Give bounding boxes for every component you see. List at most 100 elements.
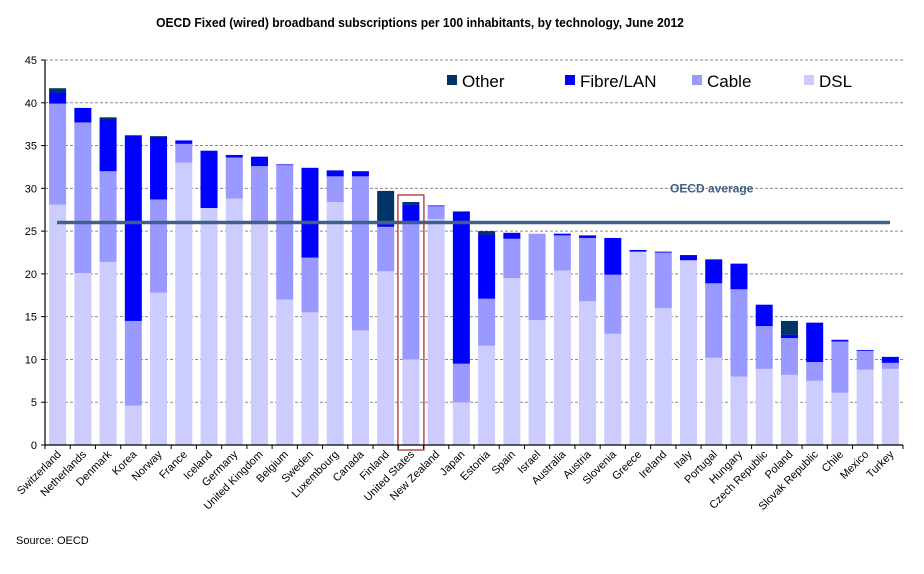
bar-other-segment <box>377 190 395 225</box>
bar-fibre-lan-segment <box>730 263 748 290</box>
y-tick-label: 20 <box>25 269 37 281</box>
bar-cable-segment <box>503 238 521 279</box>
y-tick-label: 15 <box>25 312 37 324</box>
bar-cable-segment <box>427 206 445 220</box>
legend-swatch <box>447 75 457 85</box>
bar-dsl-segment <box>452 402 470 445</box>
bar-dsl-segment <box>780 374 798 445</box>
bar-dsl-segment <box>730 376 748 445</box>
bar-cable-segment <box>351 176 369 331</box>
y-tick-label: 45 <box>25 55 37 67</box>
bar-dsl-segment <box>326 202 344 445</box>
bar-cable-segment <box>604 274 622 334</box>
bar-cable-segment <box>99 171 117 262</box>
bars <box>49 88 899 445</box>
bar-other-segment <box>478 231 496 235</box>
bar-cable-segment <box>276 165 294 300</box>
bar-cable-segment <box>856 350 874 370</box>
bar-dsl-segment <box>377 271 395 445</box>
bar-fibre-lan-segment <box>402 204 420 222</box>
legend-label: DSL <box>819 72 852 91</box>
legend-swatch <box>692 75 702 85</box>
bar-fibre-lan-segment <box>225 154 243 158</box>
bar-fibre-lan-segment <box>251 156 268 167</box>
bar-cable-segment <box>755 326 773 369</box>
bar-dsl-segment <box>276 299 294 445</box>
y-tick-label: 40 <box>25 98 37 110</box>
bar-dsl-segment <box>806 380 824 445</box>
y-tick-label: 30 <box>25 183 37 195</box>
bar-fibre-lan-segment <box>629 249 647 252</box>
bar-dsl-segment <box>553 270 571 445</box>
bar-dsl-segment <box>225 198 243 445</box>
bar-fibre-lan-segment <box>301 167 319 258</box>
legend-label: Cable <box>707 72 751 91</box>
bar-fibre-lan-segment <box>49 92 67 104</box>
bar-dsl-segment <box>427 219 445 445</box>
bar-fibre-lan-segment <box>579 235 597 238</box>
bar-fibre-lan-segment <box>881 356 899 363</box>
bar-cable-segment <box>150 199 168 293</box>
bar-cable-segment <box>377 226 395 272</box>
bar-dsl-segment <box>528 320 546 445</box>
bar-cable-segment <box>528 233 546 321</box>
bar-fibre-lan-segment <box>705 259 723 284</box>
bar-cable-segment <box>301 257 319 313</box>
bar-cable-segment <box>49 103 67 205</box>
bar-fibre-lan-segment <box>351 171 369 177</box>
bar-fibre-lan-segment <box>780 334 798 339</box>
y-tick-labels: 0 5 10 15 20 25 30 35 40 45 <box>25 55 37 452</box>
bar-cable-segment <box>654 252 672 309</box>
x-tick-label: Mexico <box>838 449 871 482</box>
bar-dsl-segment <box>478 345 496 445</box>
bar-dsl-segment <box>74 273 92 445</box>
bar-fibre-lan-segment <box>99 119 117 172</box>
bar-cable-segment <box>730 289 748 377</box>
bar-fibre-lan-segment <box>427 205 445 207</box>
bar-cable-segment <box>881 362 899 369</box>
bar-dsl-segment <box>579 301 597 445</box>
bar-dsl-segment <box>755 368 773 445</box>
bar-cable-segment <box>831 341 849 393</box>
bar-cable-segment <box>478 298 496 346</box>
bar-dsl-segment <box>150 292 168 445</box>
bar-dsl-segment <box>856 369 874 445</box>
source-note: Source: OECD <box>16 535 89 547</box>
bar-fibre-lan-segment <box>124 135 142 321</box>
legend-label: Other <box>462 72 505 91</box>
bar-fibre-lan-segment <box>452 211 470 364</box>
bar-other-segment <box>150 136 168 137</box>
bar-dsl-segment <box>629 251 647 445</box>
bar-cable-segment <box>326 176 344 203</box>
chart-title: OECD Fixed (wired) broadband subscriptio… <box>156 15 684 30</box>
bar-cable-segment <box>705 283 723 358</box>
bar-cable-segment <box>553 235 571 271</box>
x-tick-label: Turkey <box>865 448 897 480</box>
bar-fibre-lan-segment <box>200 150 218 209</box>
bar-dsl-segment <box>705 357 723 445</box>
bar-cable-segment <box>225 157 243 199</box>
legend-label: Fibre/LAN <box>580 72 657 91</box>
bar-dsl-segment <box>175 162 193 445</box>
gridlines <box>45 59 903 403</box>
bar-fibre-lan-segment <box>553 233 571 236</box>
bar-fibre-lan-segment <box>326 170 344 177</box>
x-tick-label: Spain <box>490 449 518 477</box>
bar-dsl-segment <box>654 308 672 445</box>
bar-dsl-segment <box>49 204 67 445</box>
legend: Other Fibre/LAN Cable DSL <box>447 72 852 91</box>
bar-dsl-segment <box>351 330 369 445</box>
axes <box>41 59 904 449</box>
bar-fibre-lan-segment <box>74 107 92 123</box>
y-tick-label: 10 <box>25 354 37 366</box>
bar-cable-segment <box>175 143 193 163</box>
bar-fibre-lan-segment <box>831 339 849 342</box>
highlight-box <box>397 194 425 451</box>
y-tick-label: 0 <box>31 440 37 452</box>
bar-dsl-segment <box>881 368 899 445</box>
x-tick-label: Ireland <box>637 449 669 481</box>
bar-other-segment <box>402 202 420 205</box>
y-tick-label: 5 <box>31 397 37 409</box>
bar-fibre-lan-segment <box>276 164 294 166</box>
